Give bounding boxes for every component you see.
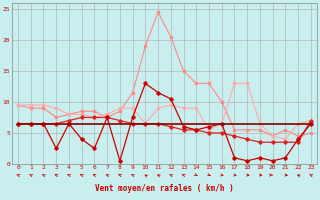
X-axis label: Vent moyen/en rafales ( km/h ): Vent moyen/en rafales ( km/h ) bbox=[95, 184, 234, 193]
